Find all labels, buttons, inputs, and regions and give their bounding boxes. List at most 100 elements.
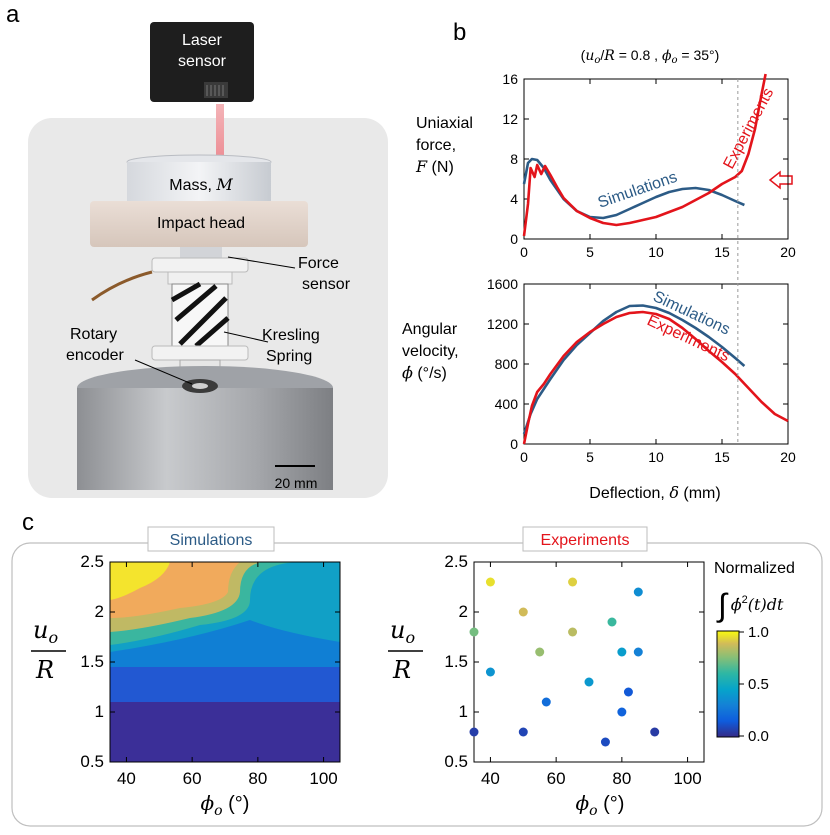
base-cylinder <box>77 388 333 490</box>
x-tick-label: 5 <box>586 449 594 465</box>
parameter-label: (uo/R = 0.8 , ϕo = 35°) <box>581 47 720 66</box>
y-tick-label: 8 <box>510 151 518 167</box>
x-tick-label: 20 <box>780 449 796 465</box>
colorbar-min: 0.0 <box>748 728 769 745</box>
scatter-point <box>568 577 578 587</box>
scatter-point <box>485 667 495 677</box>
scatter-point <box>469 727 479 737</box>
scatter-point <box>600 737 610 747</box>
scatter-point <box>617 647 627 657</box>
y-tick-label: 1 <box>459 702 468 721</box>
vel-ylabel-3: ϕ̇ (°/s) <box>402 363 447 382</box>
colorbar <box>716 630 740 738</box>
x-tick-label: 40 <box>481 769 500 788</box>
impact-head <box>90 201 308 247</box>
series-line-experiments <box>522 73 767 237</box>
kresling-label-line2: Spring <box>266 348 312 365</box>
vel-ylabel-1: Angular <box>402 321 458 338</box>
force-ylabel-2: force, <box>416 137 456 154</box>
y-tick-label: 4 <box>510 191 518 207</box>
y-tick-label: 1.5 <box>80 652 104 671</box>
x-tick-label: 15 <box>714 244 730 260</box>
x-tick-label: 0 <box>520 449 528 465</box>
y-tick-label: 2 <box>459 602 468 621</box>
scatter-point <box>469 627 479 637</box>
y-tick-label: 2.5 <box>444 552 468 571</box>
scat-ylabel-r: R <box>392 656 411 684</box>
scatter-title: Experiments <box>541 532 630 549</box>
heatmap-image <box>110 561 340 762</box>
scatter-point <box>541 697 551 707</box>
x-tick-label: 10 <box>648 449 664 465</box>
y-tick-label: 1 <box>95 702 104 721</box>
series-line-experiments <box>522 310 789 445</box>
heatmap-chart: uo R ϕo (°) 40 60 80 100 0.5 1 1.5 2 2.5 <box>31 552 341 819</box>
deflection-xlabel: Deflection, δ (mm) <box>589 483 720 502</box>
scatter-point <box>518 727 528 737</box>
x-tick-label: 100 <box>309 769 337 788</box>
laser-beam <box>216 104 224 162</box>
y-tick-label: 400 <box>495 396 519 412</box>
impact-label: Impact head <box>157 215 245 232</box>
series-line-simulations <box>522 157 745 220</box>
y-tick-label: 0.5 <box>80 752 104 771</box>
y-tick-label: 1200 <box>487 316 518 332</box>
colorbar-formula: ∫ ϕ̇2(t)dt <box>716 587 784 623</box>
force-label-line1: Force <box>298 255 339 272</box>
colorbar-mid: 0.5 <box>748 676 769 693</box>
x-tick-label: 15 <box>714 449 730 465</box>
heat-ylabel-u: uo <box>33 616 58 647</box>
y-tick-label: 0.5 <box>444 752 468 771</box>
x-tick-label: 0 <box>520 244 528 260</box>
x-tick-label: 20 <box>780 244 796 260</box>
y-tick-label: 2.5 <box>80 552 104 571</box>
y-tick-label: 12 <box>502 111 518 127</box>
mass-block <box>127 162 271 202</box>
laser-label-line2: sensor <box>178 53 227 70</box>
force-ylabel-1: Uniaxial <box>416 115 473 132</box>
panel-label-b: b <box>453 19 466 46</box>
scatter-point <box>633 647 643 657</box>
mass-label: Mass, M <box>169 175 233 194</box>
apparatus-photo: Laser sensor Mass, M Impact head Force s… <box>28 22 388 498</box>
scatter-point <box>568 627 578 637</box>
exp-annotation-1: Experiments <box>721 85 778 171</box>
scatter-point <box>650 727 660 737</box>
x-tick-label: 80 <box>248 769 267 788</box>
force-label-line2: sensor <box>302 276 351 293</box>
scatter-point <box>623 687 633 697</box>
x-tick-label: 40 <box>117 769 136 788</box>
rotary-label-line1: Rotary <box>70 326 117 343</box>
scatter-point <box>535 647 545 657</box>
y-tick-label: 1.5 <box>444 652 468 671</box>
y-tick-label: 2 <box>95 602 104 621</box>
heat-xlabel: ϕo (°) <box>201 791 250 819</box>
annotation-arrow <box>768 170 793 190</box>
y-tick-label: 0 <box>510 231 518 247</box>
vel-ylabel-2: velocity, <box>402 343 459 360</box>
panel-label-a: a <box>6 1 20 28</box>
y-tick-label: 0 <box>510 436 518 452</box>
x-tick-label: 10 <box>648 244 664 260</box>
force-sensor <box>151 257 249 273</box>
velocity-chart: Angular velocity, ϕ̇ (°/s) Simulations E… <box>402 79 796 502</box>
x-tick-label: 60 <box>183 769 202 788</box>
scatter-point <box>584 677 594 687</box>
rotary-label-line2: encoder <box>66 347 124 364</box>
scatter-point <box>518 607 528 617</box>
plot-frame <box>473 561 705 763</box>
x-tick-label: 5 <box>586 244 594 260</box>
scat-ylabel-u: uo <box>390 616 415 647</box>
x-tick-label: 80 <box>612 769 631 788</box>
y-tick-label: 1600 <box>487 276 518 292</box>
plot-frame <box>523 78 789 240</box>
series-line-simulations <box>522 304 746 435</box>
scatter-point <box>485 577 495 587</box>
kresling-label-line1: Kresling <box>262 327 320 344</box>
x-tick-label: 60 <box>547 769 566 788</box>
x-tick-label: 100 <box>673 769 701 788</box>
y-tick-label: 800 <box>495 356 519 372</box>
force-ylabel-3: F (N) <box>415 157 454 176</box>
heatmap-title: Simulations <box>170 532 253 549</box>
colorbar-title: Normalized <box>714 560 795 577</box>
